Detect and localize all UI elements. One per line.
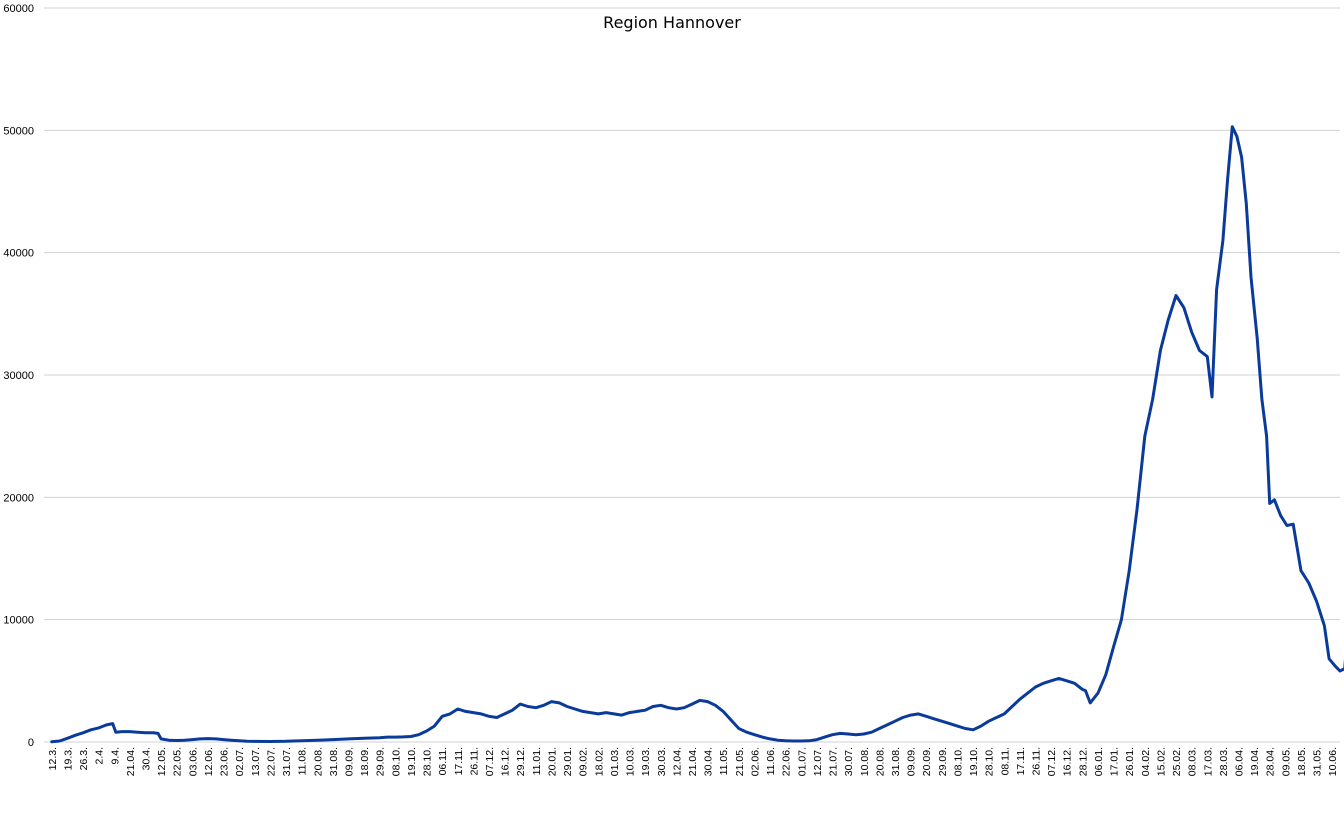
x-tick-label: 9.4. bbox=[109, 747, 121, 765]
x-tick-label: 20.08. bbox=[312, 747, 324, 776]
x-tick-label: 12.3. bbox=[47, 747, 59, 770]
x-tick-label: 18.09. bbox=[359, 747, 371, 776]
x-tick-label: 17.11. bbox=[1015, 747, 1027, 775]
y-tick-label: 0 bbox=[28, 737, 34, 749]
x-tick-label: 28.04. bbox=[1265, 747, 1277, 776]
x-tick-label: 11.06. bbox=[765, 747, 777, 775]
x-axis-ticks: 12.3. 19.3. 26.3. 2.4. 9.4. 21.04. 30.4. 12.05.… bbox=[47, 747, 1339, 776]
x-tick-label: 29.09. bbox=[937, 747, 949, 776]
x-tick-label: 31.08. bbox=[328, 747, 340, 776]
x-tick-label: 29.09. bbox=[375, 747, 387, 776]
x-tick-label: 10.06. bbox=[1327, 747, 1339, 776]
x-tick-label: 11.05. bbox=[718, 747, 730, 775]
x-tick-label: 08.10. bbox=[952, 747, 964, 776]
x-tick-label: 10.08. bbox=[859, 747, 871, 776]
y-tick-label: 50000 bbox=[3, 125, 34, 137]
x-tick-label: 22.06. bbox=[781, 747, 793, 776]
x-tick-label: 12.04. bbox=[671, 747, 683, 776]
x-tick-label: 21.04. bbox=[125, 747, 137, 776]
x-tick-label: 07.12. bbox=[484, 747, 496, 776]
x-tick-label: 26.01. bbox=[1124, 747, 1136, 776]
x-tick-label: 17.03. bbox=[1202, 747, 1214, 776]
x-tick-label: 26.11. bbox=[468, 747, 480, 775]
x-tick-label: 28.10. bbox=[984, 747, 996, 776]
x-tick-label: 09.02. bbox=[578, 747, 590, 776]
x-tick-label: 08.11. bbox=[999, 747, 1011, 775]
x-tick-label: 12.05. bbox=[156, 747, 168, 776]
x-tick-label: 12.07. bbox=[812, 747, 824, 776]
x-tick-label: 16.12. bbox=[1062, 747, 1074, 776]
x-tick-label: 09.09. bbox=[343, 747, 355, 776]
x-tick-label: 21.07. bbox=[828, 747, 840, 776]
x-tick-label: 19.04. bbox=[1249, 747, 1261, 776]
x-tick-label: 25.02. bbox=[1171, 747, 1183, 776]
x-tick-label: 30.04. bbox=[703, 747, 715, 776]
x-tick-label: 23.06. bbox=[219, 747, 231, 776]
x-tick-label: 26.11. bbox=[1031, 747, 1043, 775]
x-tick-label: 28.03. bbox=[1218, 747, 1230, 776]
x-tick-label: 19.10. bbox=[968, 747, 980, 776]
x-tick-label: 31.08. bbox=[890, 747, 902, 776]
x-tick-label: 20.08. bbox=[874, 747, 886, 776]
x-tick-label: 10.03. bbox=[625, 747, 637, 776]
x-tick-label: 11.08. bbox=[297, 747, 309, 775]
y-tick-label: 20000 bbox=[3, 492, 34, 504]
x-tick-label: 20.09. bbox=[921, 747, 933, 776]
x-tick-label: 30.03. bbox=[656, 747, 668, 776]
y-tick-label: 30000 bbox=[3, 370, 34, 382]
x-tick-label: 22.07. bbox=[265, 747, 277, 776]
x-tick-label: 03.06. bbox=[187, 747, 199, 776]
x-tick-label: 26.3. bbox=[78, 747, 90, 770]
x-tick-label: 28.10. bbox=[422, 747, 434, 776]
x-tick-label: 22.05. bbox=[172, 747, 184, 776]
x-tick-label: 13.07. bbox=[250, 747, 262, 776]
x-tick-label: 11.01. bbox=[531, 747, 543, 775]
x-tick-label: 08.03. bbox=[1187, 747, 1199, 776]
x-tick-label: 09.05. bbox=[1280, 747, 1292, 776]
x-tick-label: 29.01. bbox=[562, 747, 574, 776]
x-tick-label: 19.03. bbox=[640, 747, 652, 776]
x-tick-label: 30.07. bbox=[843, 747, 855, 776]
x-tick-label: 02.07. bbox=[234, 747, 246, 776]
x-tick-label: 29.12. bbox=[515, 747, 527, 776]
x-tick-label: 04.02. bbox=[1140, 747, 1152, 776]
y-axis-ticks: 0 10000 20000 30000 40000 50000 60000 bbox=[3, 3, 34, 749]
x-tick-label: 12.06. bbox=[203, 747, 215, 776]
x-tick-label: 17.11. bbox=[453, 747, 465, 775]
x-tick-label: 07.12. bbox=[1046, 747, 1058, 776]
x-tick-label: 18.05. bbox=[1296, 747, 1308, 776]
x-tick-label: 08.10. bbox=[390, 747, 402, 776]
x-tick-label: 19.3. bbox=[62, 747, 74, 770]
x-tick-label: 17.01. bbox=[1109, 747, 1121, 776]
x-tick-label: 19.10. bbox=[406, 747, 418, 776]
x-tick-label: 30.4. bbox=[140, 747, 152, 770]
x-tick-label: 20.01. bbox=[546, 747, 558, 776]
x-tick-label: 21.05. bbox=[734, 747, 746, 776]
x-tick-label: 28.12. bbox=[1077, 747, 1089, 776]
y-tick-label: 60000 bbox=[3, 3, 34, 15]
y-tick-label: 40000 bbox=[3, 248, 34, 260]
x-tick-label: 09.09. bbox=[906, 747, 918, 776]
y-tick-label: 10000 bbox=[3, 615, 34, 627]
x-tick-label: 01.03. bbox=[609, 747, 621, 776]
chart-title: Region Hannover bbox=[603, 13, 741, 32]
x-tick-label: 15.02. bbox=[1155, 747, 1167, 776]
gridlines bbox=[44, 7, 1340, 743]
x-tick-label: 18.02. bbox=[593, 747, 605, 776]
x-tick-label: 02.06. bbox=[749, 747, 761, 776]
x-tick-label: 16.12. bbox=[500, 747, 512, 776]
x-tick-label: 21.04. bbox=[687, 747, 699, 776]
x-tick-label: 01.07. bbox=[796, 747, 808, 776]
x-tick-label: 31.07. bbox=[281, 747, 293, 776]
x-tick-label: 06.11. bbox=[437, 747, 449, 775]
x-tick-label: 2.4. bbox=[94, 747, 106, 765]
x-tick-label: 06.01. bbox=[1093, 747, 1105, 776]
series-line bbox=[50, 125, 1344, 744]
x-tick-label: 31.05. bbox=[1312, 747, 1324, 776]
x-tick-label: 06.04. bbox=[1234, 747, 1246, 776]
